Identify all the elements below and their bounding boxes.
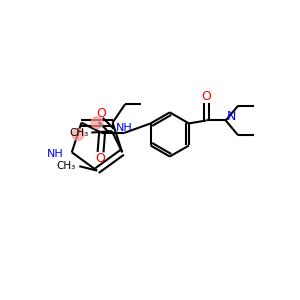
Text: NH: NH bbox=[116, 123, 133, 133]
Text: O: O bbox=[96, 152, 106, 165]
Text: O: O bbox=[96, 107, 106, 120]
Text: N: N bbox=[227, 110, 236, 123]
Text: CH₃: CH₃ bbox=[70, 128, 89, 138]
Text: NH: NH bbox=[47, 149, 64, 159]
Text: O: O bbox=[202, 90, 212, 103]
Text: CH₃: CH₃ bbox=[56, 160, 76, 171]
Circle shape bbox=[91, 117, 103, 129]
Circle shape bbox=[72, 129, 84, 140]
